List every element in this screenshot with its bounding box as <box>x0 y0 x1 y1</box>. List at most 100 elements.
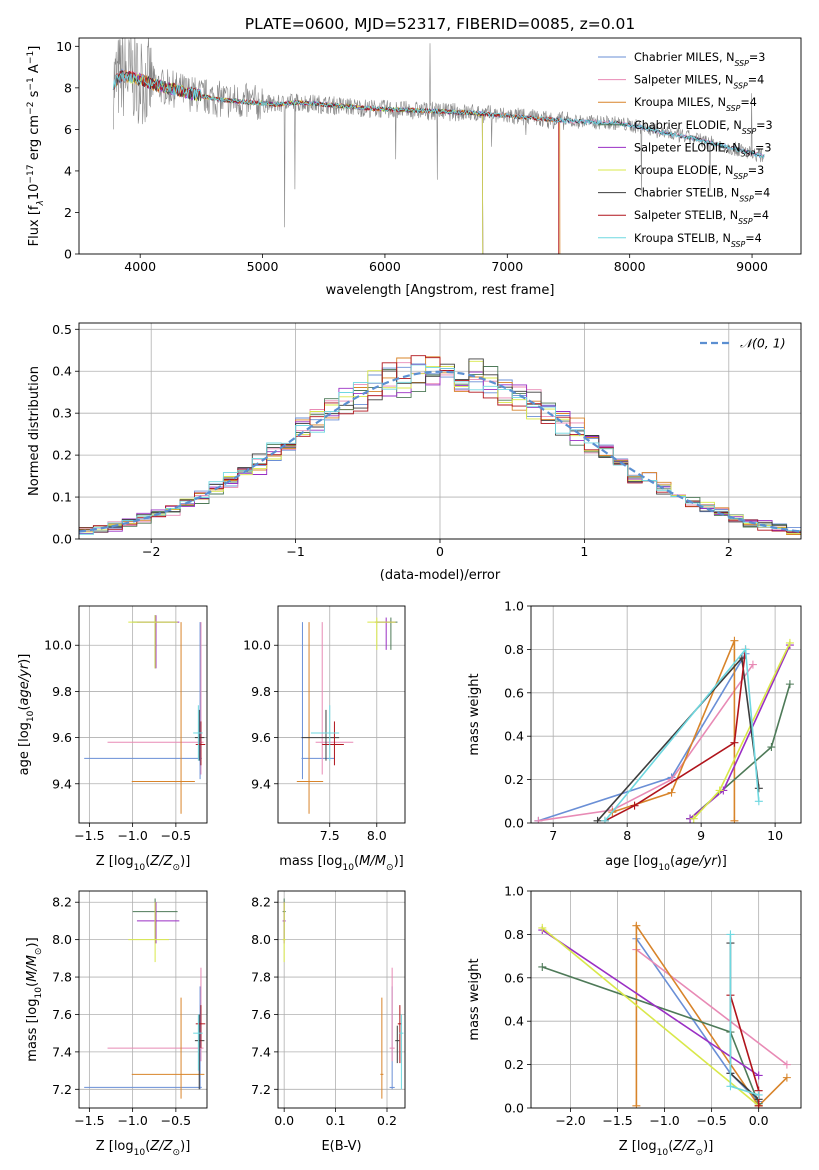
y-tick-label: 9.4 <box>251 776 271 791</box>
weight-marker-salpeter_miles <box>748 660 757 669</box>
y-tick-label: 8.2 <box>251 895 271 910</box>
y-tick-label: 10.0 <box>243 638 271 653</box>
weight-marker-kroupa_miles <box>730 816 739 823</box>
weight-line-salpeter_elodie <box>541 929 760 1077</box>
y-tick-label: 8 <box>64 80 72 95</box>
plot-area <box>84 615 206 814</box>
x-tick-label: 10 <box>767 828 783 843</box>
y-tick-label: 7.4 <box>251 1044 271 1059</box>
x-tick-label: −0.5 <box>161 828 191 843</box>
weight-vs-age-panel: 7 8 9 10 0.0 0.2 0.4 0.6 0.8 1.0 age [log10(age/yr… <box>467 599 802 873</box>
weight-marker-kroupa_miles <box>632 1101 641 1108</box>
x-tick-label: −1.0 <box>117 828 147 843</box>
x-tick-label: 7.5 <box>320 828 340 843</box>
axes-frame <box>277 605 406 824</box>
x-axis-label: age [log10(age/yr)] <box>605 854 727 873</box>
weight-vs-z-panel: −2.0 −1.5 −1.0 −0.5 0.0 0.0 0.2 0.4 0.6 0.8 1.0 Z [… <box>467 884 802 1158</box>
y-tick-label: 7.6 <box>251 1007 271 1022</box>
y-tick-label: 0.4 <box>504 1014 524 1029</box>
y-tick-label: 7.4 <box>52 1044 72 1059</box>
x-tick-label: −1 <box>286 544 304 559</box>
ticks: −1.5 −1.0 −0.5 7.2 7.4 7.6 7.8 8.0 8.2 <box>52 895 191 1128</box>
y-tick-label: 0.4 <box>52 364 72 379</box>
weight-line-salpeter_miles <box>538 664 754 822</box>
figure-title: PLATE=0600, MJD=52317, FIBERID=0085, z=0… <box>245 15 635 33</box>
y-tick-label: 0.1 <box>52 490 72 505</box>
legend-label: Salpeter MILES, NSSP=4 <box>634 74 764 91</box>
x-tick-label: 7 <box>549 828 557 843</box>
y-tick-label: 0.2 <box>52 448 72 463</box>
legend-label: Chabrier STELIB, NSSP=4 <box>634 187 770 204</box>
y-tick-label: 9.8 <box>251 684 271 699</box>
weight-line-salpeter_stelib <box>604 649 747 822</box>
y-tick-label: 0.2 <box>504 772 524 787</box>
weight-line-salpeter_miles <box>635 948 788 1066</box>
x-axis-label: Z [log10(Z/Z⊙)] <box>96 1139 191 1158</box>
x-tick-label: 9 <box>697 828 705 843</box>
weight-marker-chabrier_elodie <box>538 962 547 971</box>
mass-vs-ebv-panel: 0.0 0.1 0.2 7.2 7.4 7.6 7.8 8.0 8.2 E(B-V) <box>251 890 406 1154</box>
axes-frame <box>277 890 406 1109</box>
plot-area <box>296 617 398 814</box>
age-vs-z-panel: −1.5 −1.0 −0.5 9.4 9.6 9.8 10.0 Z [log10(Z/Z⊙)]… <box>17 605 208 873</box>
ticks: −1.5 −1.0 −0.5 9.4 9.6 9.8 10.0 <box>44 638 191 843</box>
weight-marker-kroupa_stelib <box>600 816 609 823</box>
weight-line-kroupa_miles <box>635 923 788 1108</box>
y-tick-label: 7.8 <box>52 970 72 985</box>
plot-area <box>282 898 404 1099</box>
x-tick-label: −1.5 <box>74 1113 104 1128</box>
weight-marker-salpeter_stelib <box>730 738 739 747</box>
x-tick-label: 6000 <box>369 259 401 274</box>
weight-marker-salpeter_miles <box>534 816 543 823</box>
x-tick-label: −2.0 <box>555 1113 585 1128</box>
y-tick-label: 0.3 <box>52 406 72 421</box>
y-tick-label: 7.6 <box>52 1007 72 1022</box>
x-tick-label: −1.0 <box>117 1113 147 1128</box>
x-tick-label: 8000 <box>614 259 646 274</box>
x-tick-label: 5000 <box>247 259 279 274</box>
weight-marker-kroupa_miles <box>730 636 739 645</box>
ticks: −2 −1 0 1 2 0.0 0.1 0.2 0.3 0.4 0.5 <box>52 322 733 559</box>
y-tick-label: 7.8 <box>251 970 271 985</box>
y-axis-label: Normed distribution <box>27 366 42 496</box>
y-axis-label: mass weight <box>467 673 482 755</box>
weight-marker-kroupa_stelib <box>741 645 750 654</box>
ticks: 4000 5000 6000 7000 8000 9000 0 2 4 6 8 10 <box>56 39 768 274</box>
weight-line-salpeter_stelib <box>729 994 760 1106</box>
x-axis-label: Z [log10(Z/Z⊙)] <box>96 854 191 873</box>
weight-marker-salpeter_elodie <box>754 1071 763 1080</box>
y-axis-label: mass [log10(M/M⊙)] <box>25 937 44 1061</box>
y-tick-label: 4 <box>64 163 72 178</box>
y-tick-label: 0.0 <box>504 816 524 831</box>
y-tick-label: 0.6 <box>504 685 524 700</box>
x-tick-label: −1.0 <box>649 1113 679 1128</box>
y-tick-label: 8.0 <box>251 932 271 947</box>
observed-spectrum <box>113 38 765 228</box>
y-tick-label: 10.0 <box>44 638 72 653</box>
weight-marker-kroupa_stelib <box>754 797 763 806</box>
y-tick-label: 1.0 <box>504 599 524 614</box>
ticks: 0.0 0.1 0.2 7.2 7.4 7.6 7.8 8.0 8.2 <box>251 895 397 1128</box>
y-tick-label: 9.6 <box>52 730 72 745</box>
x-tick-label: 2 <box>725 544 733 559</box>
weight-marker-salpeter_stelib <box>630 801 639 810</box>
axes-frame <box>530 890 802 1109</box>
x-tick-label: −2 <box>142 544 160 559</box>
axes-frame <box>78 37 802 255</box>
axes-frame <box>530 605 802 824</box>
ticks: 7 8 9 10 0.0 0.2 0.4 0.6 0.8 1.0 <box>504 599 783 844</box>
x-tick-label: 0.2 <box>377 1113 397 1128</box>
x-axis-label: mass [log10(M/M⊙)] <box>279 854 403 873</box>
weight-marker-kroupa_elodie <box>715 786 724 795</box>
y-tick-label: 0.8 <box>504 927 524 942</box>
y-tick-label: 0.8 <box>504 642 524 657</box>
spectrum-panel: 4000 5000 6000 7000 8000 9000 0 2 4 6 8 10 wavelengt… <box>26 37 802 298</box>
axes-frame <box>78 890 208 1109</box>
weight-marker-kroupa_stelib <box>754 1090 763 1099</box>
legend-label: Chabrier MILES, NSSP=3 <box>634 51 765 68</box>
y-tick-label: 10 <box>56 39 72 54</box>
y-tick-label: 6 <box>64 122 72 137</box>
plot-area <box>112 38 765 254</box>
y-tick-label: 0.0 <box>52 532 72 547</box>
